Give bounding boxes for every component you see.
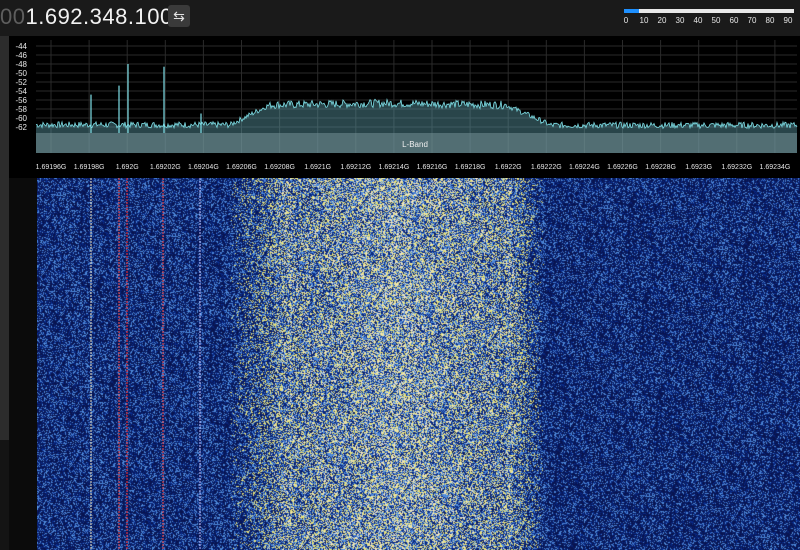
spectrum-plot[interactable]: -44 -46 -48 -50 -52 -54 -56 -58 -60 -62 L-Band 1.69… [9,36,800,178]
x-tick-label: 1.69212G [340,164,371,171]
volume-label-50: 50 [711,16,721,25]
left-panel-strip[interactable] [0,36,9,440]
waterfall-canvas [37,178,800,550]
x-tick-label: 1.69214G [379,164,410,171]
y-tick-label: -46 [15,51,27,60]
y-tick-label: -54 [15,87,27,96]
spectrum-trace [35,97,798,130]
x-tick-label: 1.69222G [531,164,562,171]
x-tick-label: 1.6923G [685,164,712,171]
y-tick-label: -44 [15,42,27,51]
x-tick-label: 1.692G [116,164,139,171]
y-tick-label: -60 [15,114,27,123]
volume-track[interactable] [624,9,794,13]
waterfall-display[interactable] [37,178,800,550]
x-tick-label: 1.69226G [607,164,638,171]
frequency-leading-digits: 00 [0,4,26,29]
volume-label-80: 80 [765,16,775,25]
x-tick-label: 1.69196G [36,164,67,171]
y-tick-label: -48 [15,60,27,69]
x-tick-label: 1.69202G [150,164,181,171]
frequency-value: 1.692.348.100 [25,4,173,29]
x-tick-label: 1.69206G [226,164,257,171]
y-tick-label: -62 [15,123,27,132]
volume-label-90: 90 [783,16,793,25]
volume-label-0: 0 [623,16,629,25]
swap-button[interactable]: ⇆ [168,5,190,27]
x-tick-label: 1.69232G [721,164,752,171]
volume-label-70: 70 [747,16,757,25]
y-tick-label: -50 [15,69,27,78]
swap-arrows-icon: ⇆ [173,8,185,24]
volume-label-30: 30 [675,16,685,25]
volume-scale-labels: 0 10 20 30 40 50 60 70 80 90 [624,16,794,28]
band-label: L-Band [402,140,428,149]
volume-label-40: 40 [693,16,703,25]
frequency-display[interactable]: 001.692.348.100 [0,2,173,32]
x-tick-label: 1.69208G [264,164,295,171]
x-tick-label: 1.6922G [495,164,522,171]
volume-fill [624,9,640,13]
volume-label-10: 10 [639,16,649,25]
spectrum-fill [36,99,797,153]
left-panel-strip-lower [0,440,9,550]
y-tick-label: -56 [15,96,27,105]
y-tick-label: -52 [15,78,27,87]
x-tick-label: 1.69204G [188,164,219,171]
y-tick-label: -58 [15,105,27,114]
volume-label-20: 20 [657,16,667,25]
volume-label-60: 60 [729,16,739,25]
x-tick-label: 1.69198G [74,164,105,171]
x-tick-label: 1.69218G [455,164,486,171]
x-tick-label: 1.69216G [417,164,448,171]
l-band-highlight [36,133,797,153]
x-tick-label: 1.6921G [304,164,331,171]
x-tick-label: 1.69224G [569,164,600,171]
top-bar: 001.692.348.100 ⇆ 0 10 20 30 40 50 60 70 80 90 [0,0,800,36]
volume-slider[interactable]: 0 10 20 30 40 50 60 70 80 90 [624,4,794,30]
x-tick-label: 1.69234G [760,164,791,171]
x-tick-label: 1.69228G [645,164,676,171]
spectrum-svg: -44-46-48-50-52-54-56-58-60-62 L-Band 1.69… [15,40,798,171]
